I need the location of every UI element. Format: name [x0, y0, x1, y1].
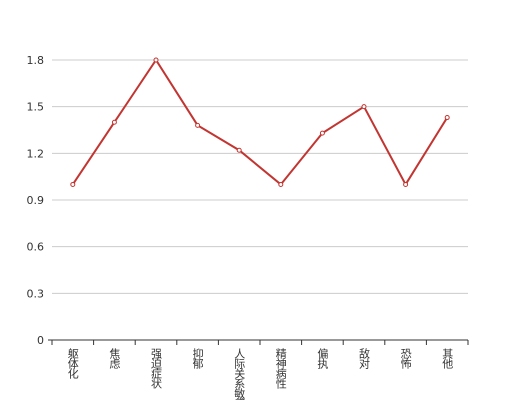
point [195, 122, 201, 128]
point [111, 119, 117, 125]
x-tick-label: 人际关系敏感 [233, 348, 246, 400]
y-tick-label: 0.6 [27, 241, 45, 254]
x-tick-label: 偏执 [316, 347, 329, 370]
point [153, 57, 159, 63]
y-tick-label: 0.3 [27, 287, 45, 300]
y-tick-label: 1.2 [27, 147, 45, 160]
point [444, 115, 450, 121]
point [319, 130, 325, 136]
x-tick-label: 抑郁 [191, 347, 204, 369]
point [278, 181, 284, 187]
x-tick-label: 敌对 [358, 347, 371, 369]
y-tick-label: 0 [37, 334, 44, 347]
point [361, 104, 367, 110]
point [70, 181, 76, 187]
x-tick-label: 其他 [441, 348, 454, 369]
y-tick-label: 0.9 [27, 194, 45, 207]
x-tick-label: 恐怖 [399, 348, 412, 369]
point [236, 147, 242, 153]
x-tick-label: 焦虑 [108, 348, 121, 369]
x-tick-label: 躯体化 [66, 348, 79, 380]
x-tick-label: 精神病性 [274, 348, 287, 390]
y-tick-label: 1.8 [27, 54, 45, 67]
y-tick-label: 1.5 [27, 101, 45, 114]
line [71, 58, 449, 187]
x-tick-label: 强迫症状 [150, 348, 163, 389]
point [403, 181, 409, 187]
